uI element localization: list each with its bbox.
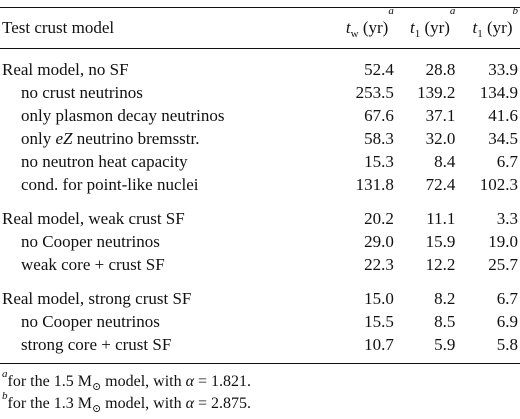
cell-tw: 52.4 [364,60,394,79]
header-rule [0,48,520,49]
cell-t1b: 6.9 [496,312,518,331]
group-spacer [0,276,520,287]
cell-t1b: 102.3 [479,175,518,194]
header-t1-a: t1 (yr)a [409,5,456,40]
footnote-b: bfor the 1.3 M⊙ model, with α = 2.875. [2,390,252,415]
header-model: Test crust model [2,18,115,37]
row-label: weak core + crust SF [21,255,165,274]
cell-t1b: 19.0 [488,232,518,251]
cell-tw: 58.3 [364,129,394,148]
cell-t1b: 34.5 [488,129,518,148]
cell-tw: 22.3 [364,255,394,274]
cell-t1b: 5.8 [496,335,518,354]
row-label: no neutron heat capacity [21,152,188,171]
cell-t1a: 8.5 [434,312,456,331]
cell-tw: 15.3 [364,152,394,171]
row-label: only plasmon decay neutrinos [21,106,225,125]
cell-t1b: 6.7 [496,289,518,308]
results-table: Test crust model tw (yr)a t1 (yr)a t1 (y… [0,5,520,356]
row-label: cond. for point-like nuclei [21,175,199,194]
cell-t1b: 25.7 [488,255,518,274]
cell-t1a: 5.9 [434,335,456,354]
row-label: no Cooper neutrinos [21,232,160,251]
table-row: no crust neutrinos 253.5 139.2 134.9 [0,81,520,104]
table-row: Real model, weak crust SF 20.2 11.1 3.3 [0,207,520,230]
header-row: Test crust model tw (yr)a t1 (yr)a t1 (y… [0,5,520,48]
cell-t1b: 41.6 [488,106,518,125]
footnote-a: afor the 1.5 M⊙ model, with α = 1.821. [2,368,252,393]
cell-t1b: 134.9 [479,83,518,102]
row-label: Real model, strong crust SF [2,289,192,308]
table-row: weak core + crust SF 22.3 12.2 25.7 [0,253,520,276]
cell-t1a: 139.2 [417,83,456,102]
cell-t1a: 72.4 [425,175,456,194]
group-spacer [0,196,520,207]
cell-t1a: 32.0 [425,129,456,148]
table-row: only plasmon decay neutrinos 67.6 37.1 4… [0,104,520,127]
table-row: no Cooper neutrinos 15.5 8.5 6.9 [0,310,520,333]
row-label: no Cooper neutrinos [21,312,160,331]
cell-tw: 10.7 [364,335,394,354]
top-rule [0,7,520,9]
table-row: Real model, strong crust SF 15.0 8.2 6.7 [0,287,520,310]
table-row: strong core + crust SF 10.7 5.9 5.8 [0,333,520,356]
cell-tw: 131.8 [355,175,394,194]
cell-t1b: 6.7 [496,152,518,171]
table-row: only eZ neutrino bremsstr. 58.3 32.0 34.… [0,127,520,150]
cell-t1a: 37.1 [425,106,456,125]
cell-tw: 20.2 [364,209,394,228]
cell-tw: 253.5 [355,83,394,102]
row-label: Real model, no SF [2,60,129,79]
cell-t1a: 15.9 [425,232,456,251]
cell-t1b: 33.9 [488,60,518,79]
table-row: no neutron heat capacity 15.3 8.4 6.7 [0,150,520,173]
table-row: no Cooper neutrinos 29.0 15.9 19.0 [0,230,520,253]
row-label: Real model, weak crust SF [2,209,185,228]
cell-t1a: 11.1 [426,209,456,228]
cell-tw: 15.5 [364,312,394,331]
row-label: no crust neutrinos [21,83,143,102]
cell-t1a: 12.2 [425,255,456,274]
row-label: strong core + crust SF [21,335,172,354]
cell-tw: 29.0 [364,232,394,251]
row-label: only eZ neutrino bremsstr. [21,129,200,148]
header-t1-b: t1 (yr)b [472,5,518,40]
table-row: cond. for point-like nuclei 131.8 72.4 1… [0,173,520,196]
bottom-rule [0,363,520,365]
cell-t1a: 8.4 [434,152,456,171]
header-tw: tw (yr)a [345,5,394,40]
cell-t1b: 3.3 [496,209,518,228]
table-row: Real model, no SF 52.4 28.8 33.9 [0,48,520,81]
cell-t1a: 8.2 [434,289,456,308]
footnotes: afor the 1.5 M⊙ model, with α = 1.821. b… [2,368,252,415]
cell-tw: 15.0 [364,289,394,308]
cell-t1a: 28.8 [425,60,456,79]
cell-tw: 67.6 [364,106,394,125]
